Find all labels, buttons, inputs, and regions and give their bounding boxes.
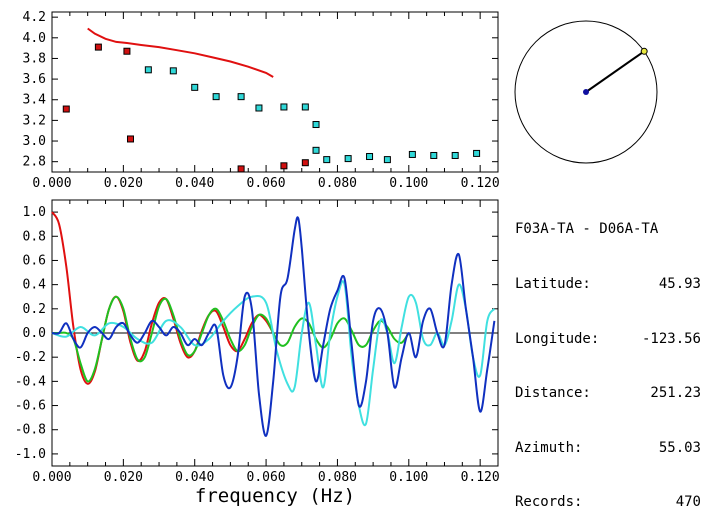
dispersion-point xyxy=(237,93,245,101)
dispersion-point xyxy=(280,162,288,170)
dispersion-point xyxy=(237,165,245,173)
correlation-x-tick-label: 0.020 xyxy=(104,470,143,485)
records-value: 470 xyxy=(675,494,701,511)
correlation-panel: -1.0 -0.8 -0.6 -0.4 -0.2 0.0 0.2 0.4 0.6 0.8 1.0 0… xyxy=(15,199,500,507)
dispersion-point xyxy=(301,103,309,111)
dispersion-x-tick-label: 0.000 xyxy=(32,176,71,191)
longitude-label: Longitude: xyxy=(515,330,600,347)
dispersion-plot-frame xyxy=(51,11,499,173)
dispersion-panel: 2.8 3.0 3.2 3.4 3.6 3.8 4.0 4.2 0.000 0.020 0.040… xyxy=(23,10,500,191)
compass-circle xyxy=(514,20,658,164)
correlation-red-curve xyxy=(51,211,275,385)
dispersion-point xyxy=(383,156,391,164)
dispersion-point xyxy=(94,43,102,51)
dispersion-y-tick-label: 3.4 xyxy=(23,93,47,108)
azimuth-needle xyxy=(585,50,645,93)
station-info-panel: F03A-TA - D06A-TA Latitude: 45.93 Longit… xyxy=(515,184,701,530)
azimuth-tip-dot xyxy=(640,47,648,55)
correlation-y-tick-label: -0.4 xyxy=(15,374,46,389)
correlation-y-tick-label: 0.8 xyxy=(23,229,46,244)
dispersion-point xyxy=(344,155,352,163)
dispersion-series xyxy=(62,27,481,173)
dispersion-y-tick-label: 3.0 xyxy=(23,134,46,149)
distance-label: Distance: xyxy=(515,385,591,402)
dispersion-x-tick-label: 0.120 xyxy=(461,176,500,191)
dispersion-y-tick-label: 4.0 xyxy=(23,31,46,46)
correlation-y-ticks: -1.0 -0.8 -0.6 -0.4 -0.2 0.0 0.2 0.4 0.6 0.8 1.0 xyxy=(15,205,498,462)
dispersion-point xyxy=(123,47,131,55)
correlation-x-tick-label: 0.060 xyxy=(247,470,286,485)
correlation-cyan-curve xyxy=(51,280,496,427)
info-row-distance: Distance: 251.23 xyxy=(515,384,701,402)
dispersion-y-tick-label: 3.2 xyxy=(23,113,46,128)
dispersion-point xyxy=(280,103,288,111)
correlation-y-tick-label: 0.0 xyxy=(23,326,46,341)
info-row-azimuth: Azimuth: 55.03 xyxy=(515,439,701,457)
correlation-y-tick-label: 0.6 xyxy=(23,253,46,268)
dispersion-point xyxy=(301,159,309,167)
latitude-value: 45.93 xyxy=(658,276,701,293)
dispersion-point xyxy=(191,83,199,91)
dispersion-point xyxy=(212,93,220,101)
dispersion-point xyxy=(126,135,134,143)
dispersion-y-ticks: 2.8 3.0 3.2 3.4 3.6 3.8 4.0 4.2 xyxy=(23,10,498,170)
azimuth-value: 55.03 xyxy=(658,439,701,456)
correlation-x-tick-label: 0.080 xyxy=(318,470,357,485)
dispersion-x-tick-label: 0.020 xyxy=(104,176,143,191)
records-label: Records: xyxy=(515,494,583,511)
x-axis-label: frequency (Hz) xyxy=(195,485,355,507)
dispersion-y-tick-label: 3.6 xyxy=(23,72,46,87)
correlation-y-tick-label: 0.4 xyxy=(23,278,47,293)
compass-center-dot xyxy=(583,89,589,95)
dispersion-point xyxy=(430,151,438,159)
dispersion-y-tick-label: 3.8 xyxy=(23,51,46,66)
dispersion-point xyxy=(366,153,374,161)
dispersion-y-tick-label: 2.8 xyxy=(23,155,46,170)
latitude-label: Latitude: xyxy=(515,276,591,293)
correlation-y-tick-label: 0.2 xyxy=(23,302,46,317)
correlation-x-tick-label: 0.120 xyxy=(461,470,500,485)
dispersion-point xyxy=(312,146,320,154)
correlation-green-curve xyxy=(51,295,410,383)
dispersion-point xyxy=(312,121,320,129)
info-row-latitude: Latitude: 45.93 xyxy=(515,275,701,293)
correlation-x-ticks: 0.000 0.020 0.040 0.060 0.080 0.100 0.120 xyxy=(32,200,500,485)
azimuth-label: Azimuth: xyxy=(515,439,583,456)
dispersion-point xyxy=(451,151,459,159)
station-pair-title: F03A-TA - D06A-TA xyxy=(515,221,659,238)
correlation-x-tick-label: 0.000 xyxy=(32,470,71,485)
dispersion-point xyxy=(408,150,416,158)
figure: 2.8 3.0 3.2 3.4 3.6 3.8 4.0 4.2 0.000 0.020 0.040… xyxy=(15,10,658,507)
dispersion-x-tick-label: 0.040 xyxy=(175,176,214,191)
correlation-y-tick-label: -0.2 xyxy=(15,350,46,365)
dispersion-point xyxy=(62,105,70,113)
dispersion-point xyxy=(323,156,331,164)
correlation-blue-curve xyxy=(51,216,496,437)
correlation-y-tick-label: -0.8 xyxy=(15,423,46,438)
dispersion-point xyxy=(255,104,263,112)
correlation-y-tick-label: 1.0 xyxy=(23,205,46,220)
distance-value: 251.23 xyxy=(650,385,701,402)
dispersion-x-tick-label: 0.100 xyxy=(389,176,428,191)
dispersion-x-tick-label: 0.060 xyxy=(247,176,286,191)
dispersion-curve xyxy=(87,27,274,78)
dispersion-point xyxy=(144,66,152,74)
correlation-x-tick-label: 0.040 xyxy=(175,470,214,485)
dispersion-x-ticks: 0.000 0.020 0.040 0.060 0.080 0.100 0.120 xyxy=(32,12,500,191)
azimuth-compass xyxy=(514,20,658,164)
info-row-longitude: Longitude: -123.56 xyxy=(515,330,701,348)
correlation-y-tick-label: -1.0 xyxy=(15,447,46,462)
dispersion-x-tick-label: 0.080 xyxy=(318,176,357,191)
correlation-x-tick-label: 0.100 xyxy=(389,470,428,485)
correlation-y-tick-label: -0.6 xyxy=(15,399,46,414)
longitude-value: -123.56 xyxy=(641,330,701,347)
dispersion-y-tick-label: 4.2 xyxy=(23,10,46,25)
dispersion-point xyxy=(169,67,177,75)
info-row-records: Records: 470 xyxy=(515,493,701,511)
dispersion-point xyxy=(473,149,481,157)
correlation-series xyxy=(51,211,496,437)
